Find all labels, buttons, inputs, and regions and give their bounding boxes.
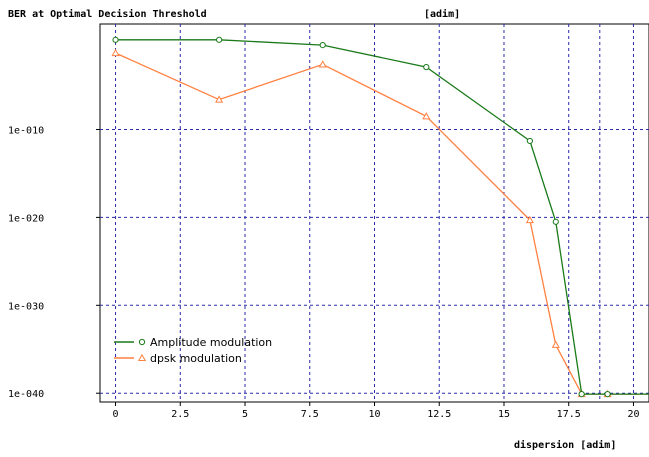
legend-marker [138,338,146,346]
chart-title: BER at Optimal Decision Threshold [8,8,207,20]
legend: Amplitude modulation dpsk modulation [114,336,272,365]
x-tick-label: 10 [368,409,380,420]
data-point [318,60,327,68]
x-tick-label: 15 [498,409,510,420]
data-point [525,215,534,224]
data-point [216,36,223,43]
data-point [215,95,224,103]
x-tick-label: 2.5 [171,409,189,420]
data-point [552,218,559,225]
y-unit-label: [adim] [424,8,460,20]
legend-marker [137,353,147,362]
legend-entry: Amplitude modulation [114,336,272,349]
x-tick-label: 12.5 [427,409,451,420]
data-point [578,390,585,398]
data-point [604,390,611,398]
data-point [551,340,560,348]
x-tick-label: 7.5 [301,409,319,420]
grid-lines [100,24,649,402]
data-point [422,112,431,120]
series-0 [112,36,649,398]
y-tick-label: 1e-020 [8,213,44,224]
legend-entry: dpsk modulation [114,352,242,365]
x-tick-label: 17.5 [557,409,581,420]
x-axis-label: dispersion [adim] [514,439,616,451]
data-point [526,137,533,145]
data-point [111,48,120,57]
data-point [112,36,119,43]
axis-ticks: 0 2.5 5 7.5 10 12.5 15 17.5 20 1e-010 1e-020 1e-030… [8,125,639,420]
legend-label: dpsk modulation [150,352,242,365]
data-point [423,63,430,71]
x-tick-label: 0 [113,409,119,420]
x-tick-label: 5 [242,409,248,420]
y-tick-label: 1e-040 [8,389,44,400]
legend-label: Amplitude modulation [150,336,272,349]
y-tick-label: 1e-030 [8,301,44,312]
data-point [319,41,326,49]
series-layer [111,36,649,398]
y-tick-label: 1e-010 [8,125,44,136]
x-tick-label: 20 [627,409,639,420]
plot-area: 0 2.5 5 7.5 10 12.5 15 17.5 20 1e-010 1e-020 1e-030… [8,23,649,420]
